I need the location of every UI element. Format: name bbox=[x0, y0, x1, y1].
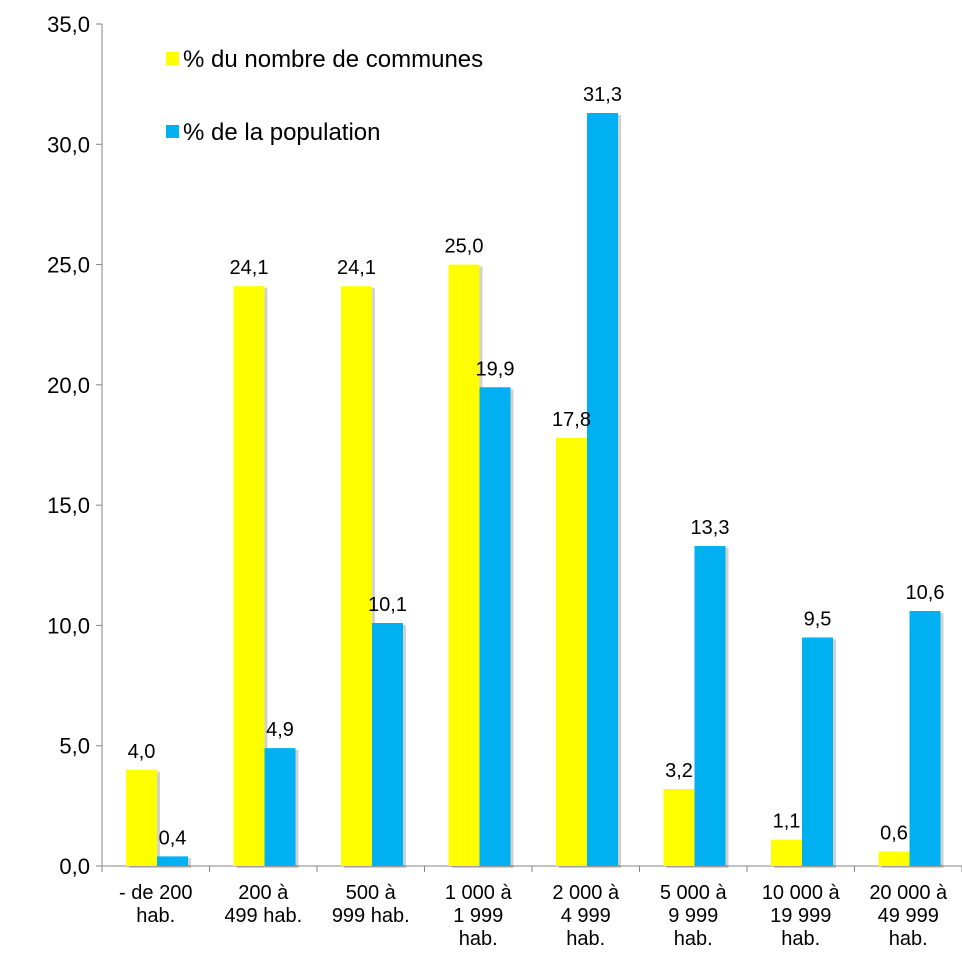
data-label-de-la-population: 4,9 bbox=[266, 719, 294, 741]
bar-du-nombre-de-communes bbox=[771, 839, 802, 866]
x-tick-label: - de 200 hab. bbox=[119, 882, 192, 927]
data-label-du-nombre-de-communes: 4,0 bbox=[128, 741, 156, 763]
bar-de-la-population bbox=[157, 856, 188, 866]
x-tick-label: 500 à 999 hab. bbox=[332, 882, 410, 927]
y-tick-label: 5,0 bbox=[59, 734, 90, 759]
y-axis: 0,0 5,0 10,0 15,0 20,0 25,0 30,0 35,0 bbox=[47, 12, 103, 879]
legend-label: % du nombre de communes bbox=[183, 46, 483, 73]
x-tick-label-line: 49 999 bbox=[878, 905, 939, 927]
bar-de-la-population bbox=[372, 623, 403, 866]
x-tick-label-line: 19 999 bbox=[770, 905, 831, 927]
bar-de-la-population bbox=[909, 610, 941, 866]
y-tick-label: 30,0 bbox=[47, 132, 90, 157]
bar-du-nombre-de-communes bbox=[556, 437, 587, 866]
data-label-de-la-population: 0,4 bbox=[159, 827, 187, 849]
bar-du-nombre-de-communes bbox=[341, 286, 372, 866]
bar-de-la-population bbox=[802, 637, 833, 866]
x-tick-label-line: hab. bbox=[889, 928, 928, 950]
x-tick-label-line: - de 200 bbox=[119, 882, 192, 904]
x-tick-label-line: 9 999 bbox=[668, 905, 718, 927]
x-tick-label: 200 à 499 hab. bbox=[224, 882, 302, 927]
x-tick-label-line: hab. bbox=[566, 928, 605, 950]
data-label-de-la-population: 10,1 bbox=[368, 594, 407, 616]
x-tick-label-line: 4 999 bbox=[561, 905, 611, 927]
x-tick-label-line: 500 à bbox=[346, 882, 397, 904]
data-label-du-nombre-de-communes: 3,2 bbox=[665, 760, 693, 782]
x-tick-label-line: 499 hab. bbox=[224, 905, 302, 927]
x-tick-label-line: 10 000 à bbox=[762, 882, 841, 904]
data-label-de-la-population: 13,3 bbox=[691, 517, 730, 539]
bar-du-nombre-de-communes bbox=[663, 789, 695, 866]
x-tick-label-line: 1 000 à bbox=[445, 882, 513, 904]
bar-du-nombre-de-communes bbox=[878, 851, 910, 866]
data-label-du-nombre-de-communes: 0,6 bbox=[880, 823, 908, 845]
legend-label: % de la population bbox=[183, 119, 380, 146]
bar-de-la-population bbox=[587, 113, 618, 867]
data-label-de-la-population: 9,5 bbox=[804, 608, 832, 630]
data-label-de-la-population: 19,9 bbox=[476, 358, 515, 380]
x-tick-label: 10 000 à 19 999 hab. bbox=[762, 882, 841, 950]
x-tick-label-line: 5 000 à bbox=[660, 882, 728, 904]
data-label-de-la-population: 31,3 bbox=[583, 84, 622, 106]
data-label-du-nombre-de-communes: 24,1 bbox=[337, 257, 376, 279]
y-tick-label: 25,0 bbox=[47, 253, 90, 278]
x-tick-label: 20 000 à 49 999 hab. bbox=[869, 882, 948, 950]
legend-swatch bbox=[166, 52, 179, 65]
bar-de-la-population bbox=[694, 546, 726, 866]
x-tick-label-line: hab. bbox=[781, 928, 820, 950]
data-labels: 4,0 24,1 24,1 25,0 17,8 3,2 1,1 0,6 0,4 4,9 10,1 19… bbox=[128, 84, 945, 849]
x-tick-label-line: hab. bbox=[674, 928, 713, 950]
x-tick-label-line: 1 999 bbox=[453, 905, 503, 927]
bar-de-la-population bbox=[264, 748, 296, 866]
data-label-du-nombre-de-communes: 1,1 bbox=[773, 811, 801, 833]
legend: % du nombre de communes % de la populatio… bbox=[166, 46, 483, 146]
data-label-du-nombre-de-communes: 17,8 bbox=[552, 409, 591, 431]
y-tick-label: 20,0 bbox=[47, 373, 90, 398]
data-label-du-nombre-de-communes: 24,1 bbox=[230, 257, 269, 279]
y-tick-label: 0,0 bbox=[59, 854, 90, 879]
x-tick-label-line: 2 000 à bbox=[552, 882, 620, 904]
y-tick-label: 35,0 bbox=[47, 12, 90, 37]
bars bbox=[126, 113, 944, 869]
data-label-du-nombre-de-communes: 25,0 bbox=[445, 236, 484, 258]
bar-du-nombre-de-communes bbox=[126, 769, 157, 866]
x-axis: - de 200 hab.200 à 499 hab.500 à 999 hab.1 … bbox=[101, 865, 962, 950]
x-tick-label-line: 999 hab. bbox=[332, 905, 410, 927]
y-tick-label: 10,0 bbox=[47, 613, 90, 638]
x-tick-label-line: 200 à bbox=[238, 882, 289, 904]
bar-du-nombre-de-communes bbox=[448, 264, 480, 867]
legend-swatch bbox=[166, 125, 179, 138]
data-label-de-la-population: 10,6 bbox=[906, 582, 945, 604]
x-tick-label-line: hab. bbox=[136, 905, 175, 927]
y-tick-label: 15,0 bbox=[47, 493, 90, 518]
bar-du-nombre-de-communes bbox=[233, 286, 265, 866]
x-tick-label-line: hab. bbox=[459, 928, 498, 950]
x-tick-label-line: 20 000 à bbox=[869, 882, 948, 904]
bar-de-la-population bbox=[479, 387, 511, 866]
